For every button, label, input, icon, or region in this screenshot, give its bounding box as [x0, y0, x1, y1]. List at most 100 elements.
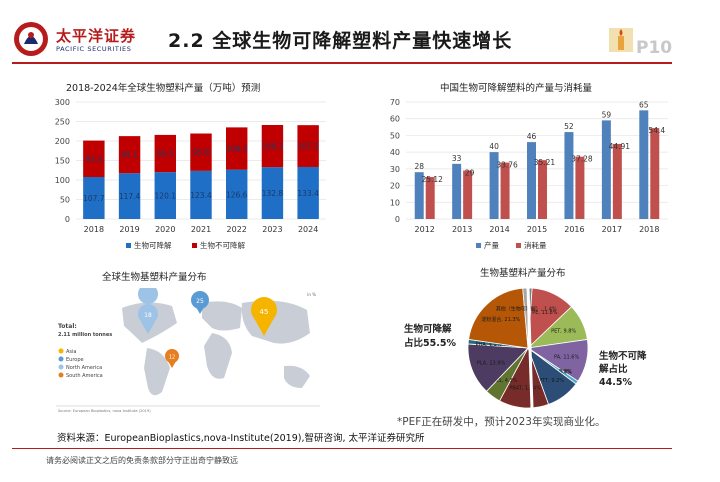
chart1-xtick: 2021	[191, 225, 211, 234]
global-production-chart: 0 50 100 150 200 250 300 107.7 93.4 2018 117.4 95.1…	[55, 98, 326, 250]
pie-slice-label: PHA, 1.2%	[476, 342, 502, 348]
pie-annotation-non-degradable: 生物不可降 解占比 44.5%	[599, 350, 647, 389]
chart1-ytick: 300	[55, 98, 70, 107]
map-pin-europe: 25	[191, 291, 209, 314]
chart2-bar-consumption	[538, 160, 547, 219]
world-map: in % Total: 2.11 million tonnes Asia Eur…	[56, 284, 320, 413]
chart2-bar-production	[639, 110, 649, 219]
chart1-bar-degradable	[83, 176, 105, 219]
chart2-value-label: 59	[602, 110, 612, 119]
chart2-value-label: 29	[465, 169, 475, 178]
pin-value-north-america: 18	[144, 312, 152, 319]
chart2-bar-consumption	[650, 128, 660, 219]
chart1-bar-non-degradable	[118, 136, 141, 174]
chart2-xtick: 2013	[452, 225, 472, 234]
chart1-value-label: 95.8	[193, 148, 210, 157]
chart2-value-label: 40	[489, 142, 499, 151]
chart2-bar-consumption	[500, 162, 510, 219]
chart2-ytick: 10	[390, 198, 400, 207]
chart2-ytick: 70	[390, 98, 400, 107]
chart1-value-label: 107.2	[297, 142, 319, 151]
disclaimer: 请务必阅读正文之后的免责条款部分守正出奇宁静致远	[46, 456, 238, 465]
map-total-value: 2.11 million tonnes	[58, 332, 112, 338]
chart1-value-label: 95.5	[157, 150, 174, 159]
world-map-panel: in % Total: 2.11 million tonnes Asia Eur…	[52, 284, 324, 414]
pie-annotation-left-line2: 占比55.5%	[404, 338, 456, 349]
pie-slice-label: PET, 9.8%	[551, 329, 576, 335]
chart2-value-label: 33.76	[496, 161, 518, 170]
chart1-bar-non-degradable	[297, 125, 319, 167]
chart2-xtick: 2014	[489, 225, 509, 234]
pie-slice-label: PTT, 9.2%	[539, 378, 564, 384]
source-note: 资料来源：EuropeanBioplastics,nova-Institute(…	[57, 433, 425, 444]
chart2-value-label: 46	[527, 132, 537, 141]
chart1-bar-non-degradable	[226, 127, 248, 170]
chart2-xtick: 2015	[527, 225, 547, 234]
pie-annotation-right-line3: 44.5%	[599, 377, 632, 388]
page-title: 2.2 全球生物可降解塑料产量快速增长	[168, 30, 513, 52]
legend-asia: Asia	[66, 349, 76, 355]
chart1-value-label: 120.1	[155, 192, 177, 201]
pie-divider	[526, 287, 534, 409]
chart1-value-label: 95.1	[121, 151, 138, 160]
chart1-bar-degradable	[261, 167, 284, 219]
chart1-value-label: 123.4	[190, 191, 212, 200]
chart1-bar-degradable	[297, 166, 319, 219]
chart2-ytick: 20	[390, 182, 400, 191]
header-divider	[12, 62, 672, 64]
chart1-xtick: 2024	[298, 225, 318, 234]
chart1-bar-non-degradable	[190, 133, 212, 171]
chart1-xtick: 2020	[155, 225, 175, 234]
legend-south-america-dot	[58, 372, 64, 378]
chart1-xtick: 2018	[84, 225, 104, 234]
map-source: Source: European Bioplastics, nova-Insti…	[58, 409, 151, 413]
chart2-title: 中国生物可降解塑料的产量与消耗量	[440, 83, 593, 94]
map-pin-asia: 45	[251, 297, 277, 336]
bioplastic-type-pie: 其他（生物不可降解）, 1.1%PE, 11.8%PET, 9.8%PA, 11…	[467, 287, 589, 409]
chart1-ytick: 50	[60, 196, 70, 205]
pie-slice-11	[468, 287, 529, 349]
legend-north-america: North America	[66, 365, 102, 371]
chart1-bar-non-degradable	[261, 125, 284, 168]
chart1-bar-degradable	[226, 169, 248, 219]
chart2-value-label: 33	[452, 154, 462, 163]
chart2-value-label: 25.12	[421, 175, 443, 184]
legend-europe-dot	[58, 356, 64, 362]
pie-title: 生物基塑料产量分布	[480, 268, 566, 279]
chart1-ytick: 250	[55, 118, 70, 127]
chart1-value-label: 107.7	[83, 194, 105, 203]
pie-slice-label: 淀粉混合, 21.3%	[481, 316, 520, 323]
pie-annotation-degradable: 生物可降解 占比55.5%	[404, 323, 456, 351]
pie-annotation-right-line1: 生物不可降	[599, 351, 647, 362]
pie-slice-label: PBAT, 13.4%	[509, 385, 541, 391]
chart2-xtick: 2016	[564, 225, 584, 234]
chart2-bar-production	[414, 172, 424, 219]
pie-slice-12	[522, 287, 529, 349]
chart1-bar-non-degradable	[83, 140, 105, 177]
chart1-xtick: 2022	[227, 225, 247, 234]
chart1-value-label: 93.4	[86, 155, 103, 164]
candle-icon	[609, 28, 633, 52]
chart2-xtick: 2012	[415, 225, 435, 234]
logo-text-en: PACIFIC SECURITIES	[56, 45, 132, 53]
chart2-xtick: 2017	[602, 225, 622, 234]
legend-south-america: South America	[66, 373, 103, 379]
chart2-value-label: 44.91	[609, 142, 631, 151]
chart2-value-label: 52	[564, 122, 574, 131]
map-total-label: Total:	[58, 323, 77, 330]
chart1-title: 2018-2024年全球生物塑料产量（万吨）预测	[66, 83, 261, 94]
chart1-xtick: 2023	[262, 225, 282, 234]
chart2-value-label: 37.28	[571, 155, 593, 164]
pie-slice-label: 其他（生物可降解）, 1.4%	[496, 305, 557, 312]
chart2-bar-production	[564, 132, 574, 219]
chart2-legend-swatch	[516, 243, 521, 248]
chart1-ytick: 0	[65, 215, 70, 224]
chart1-bar-degradable	[190, 170, 212, 219]
footer-divider	[12, 448, 672, 449]
chart1-ytick: 100	[55, 176, 70, 185]
chart1-legend-swatch	[126, 243, 131, 248]
map-pin-south-america: 12	[165, 349, 179, 368]
page-number: P10	[636, 38, 673, 58]
pie-slice-9	[467, 343, 529, 392]
